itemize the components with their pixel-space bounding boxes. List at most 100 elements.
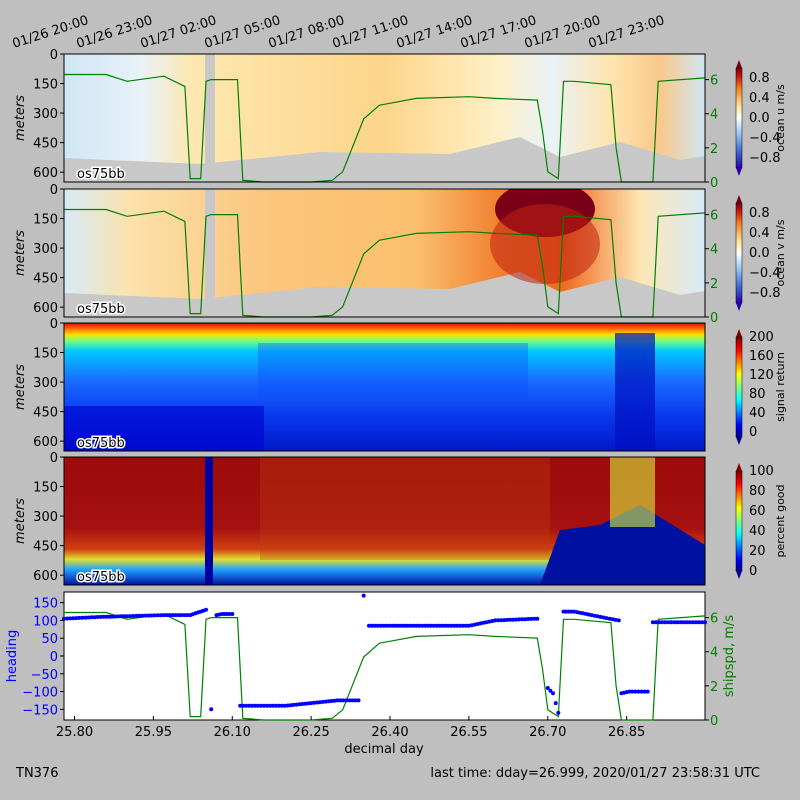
heading-point bbox=[344, 698, 349, 703]
colorbar-label: ocean u m/s bbox=[774, 84, 787, 152]
heading-point bbox=[666, 620, 671, 625]
speed-tick-label: 0 bbox=[710, 714, 718, 729]
heading-point bbox=[520, 617, 525, 622]
heading-point bbox=[185, 613, 190, 618]
heading-point bbox=[545, 686, 550, 690]
colorbar-tick-label: 100 bbox=[749, 464, 774, 479]
heading-point bbox=[119, 614, 124, 619]
heading-point bbox=[604, 616, 609, 621]
heading-point bbox=[645, 689, 650, 694]
heading-point bbox=[143, 613, 148, 618]
colorbar-tick-label: −0.8 bbox=[749, 286, 781, 301]
heading-point bbox=[68, 616, 73, 621]
heading-point bbox=[399, 623, 404, 628]
heading-point bbox=[265, 703, 269, 708]
colorbar bbox=[735, 67, 743, 169]
colorbar-tick-label: 0.4 bbox=[749, 91, 770, 106]
heading-point bbox=[598, 614, 603, 619]
colorbar-tick-label: 0.0 bbox=[749, 246, 770, 261]
heading-point bbox=[285, 703, 290, 708]
heading-point bbox=[610, 617, 615, 622]
colorbar-top-arrow bbox=[736, 463, 742, 471]
colorbar-top-arrow bbox=[736, 195, 742, 203]
heading-point bbox=[182, 613, 187, 618]
colorbar-top-arrow bbox=[736, 329, 742, 337]
heading-point bbox=[508, 617, 513, 622]
colorbar-tick-label: 120 bbox=[749, 368, 774, 383]
heading-point bbox=[256, 703, 260, 708]
heading-point bbox=[502, 618, 507, 623]
heading-point bbox=[101, 614, 106, 619]
heading-point bbox=[315, 700, 319, 705]
colorbar-tick-label: 20 bbox=[749, 544, 766, 559]
colorbar-tick-label: 40 bbox=[749, 406, 766, 421]
x-tick-label: 26.70 bbox=[529, 725, 566, 740]
heading-point bbox=[402, 623, 407, 628]
last-time-label: last time: dday=26.999, 2020/01/27 23:58… bbox=[430, 766, 760, 781]
heading-point bbox=[408, 623, 413, 628]
heading-point bbox=[633, 689, 638, 694]
heading-point bbox=[367, 623, 371, 628]
heading-point bbox=[369, 623, 374, 628]
heading-point bbox=[134, 613, 139, 618]
heading-point bbox=[487, 619, 492, 624]
depth-tick-label: 450 bbox=[33, 137, 58, 152]
heading-point bbox=[128, 614, 133, 619]
pg-yellow-patch bbox=[610, 457, 655, 527]
heading-axis-label: heading bbox=[5, 630, 20, 683]
heading-point bbox=[607, 616, 612, 621]
right-tick-label: 4 bbox=[710, 108, 718, 123]
x-tick-label: 26.25 bbox=[293, 725, 330, 740]
x-tick-label: 26.85 bbox=[608, 725, 645, 740]
heading-point bbox=[297, 702, 302, 707]
depth-tick-label: 150 bbox=[33, 347, 58, 362]
colorbar-tick-label: 0.8 bbox=[749, 206, 770, 221]
heading-point bbox=[431, 623, 436, 628]
heading-point bbox=[294, 702, 299, 707]
heading-tick-label: −50 bbox=[31, 668, 58, 683]
depth-tick-label: 300 bbox=[33, 510, 58, 525]
depth-tick-label: 300 bbox=[33, 376, 58, 391]
x-tick-label: 25.80 bbox=[56, 725, 93, 740]
colorbar-tick-label: 40 bbox=[749, 524, 766, 539]
heading-point bbox=[176, 613, 181, 618]
panel-frame bbox=[63, 456, 706, 586]
heading-tick-label: 100 bbox=[33, 614, 58, 629]
colorbar-tick-label: 0 bbox=[749, 564, 757, 579]
heading-point bbox=[361, 593, 366, 598]
depth-tick-label: 450 bbox=[33, 272, 58, 287]
colorbar bbox=[735, 202, 743, 304]
heading-point bbox=[663, 620, 668, 625]
speed-tick-label: 4 bbox=[710, 646, 718, 661]
shipspd-line bbox=[64, 611, 706, 721]
depth-tick-label: 300 bbox=[33, 242, 58, 257]
depth-tick-label: 450 bbox=[33, 406, 58, 421]
heading-point bbox=[276, 703, 281, 708]
heading-point bbox=[630, 689, 635, 694]
colorbar-tick-label: 80 bbox=[749, 484, 766, 499]
right-tick-label: 6 bbox=[710, 74, 718, 89]
heading-point bbox=[146, 613, 151, 618]
panel-v: 6 4 2 0 0 150 300 450 600 meters os75bb 0.8 0.4 0.0 −0… bbox=[13, 183, 787, 326]
heading-tick-label: 150 bbox=[33, 597, 58, 612]
heading-point bbox=[446, 623, 451, 628]
heading-point bbox=[529, 616, 534, 621]
heading-point bbox=[309, 701, 314, 706]
heading-point bbox=[74, 616, 79, 621]
heading-point bbox=[672, 620, 677, 625]
right-tick-label: 0 bbox=[710, 176, 718, 191]
heading-point bbox=[548, 688, 553, 693]
heading-point bbox=[505, 617, 510, 622]
panel-amp-field bbox=[64, 323, 705, 451]
depth-tick-label: 300 bbox=[33, 107, 58, 122]
panel-frame bbox=[63, 322, 706, 452]
heading-point bbox=[384, 623, 389, 628]
heading-point bbox=[551, 691, 555, 696]
heading-point bbox=[517, 617, 522, 622]
heading-point bbox=[323, 699, 328, 704]
heading-point bbox=[390, 623, 395, 628]
heading-point bbox=[526, 617, 531, 621]
x-tick-label: 26.10 bbox=[214, 725, 251, 740]
heading-point bbox=[230, 612, 235, 616]
